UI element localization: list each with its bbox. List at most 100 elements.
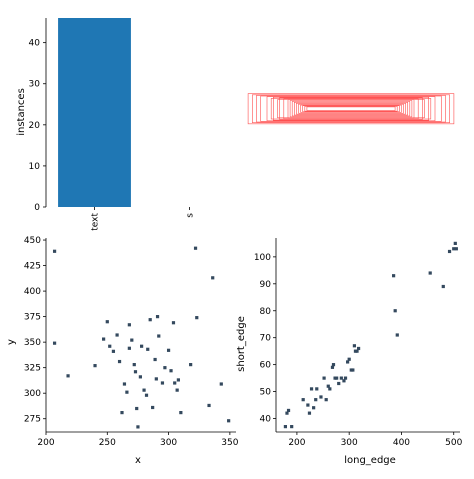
xy-scatter-point	[125, 390, 129, 394]
instances-bar-chart: 0 10 20 30 40 text s instances	[16, 18, 196, 231]
xy-scatter-point	[146, 347, 150, 351]
box-outline	[296, 102, 406, 115]
xy-scatter-y-label: y	[6, 339, 17, 345]
bar-chart-x-tick-label: text	[91, 213, 101, 231]
xy-scatter-point	[157, 334, 161, 338]
edge-scatter-x-tick-label: 500	[445, 438, 462, 448]
xy-scatter-x-tick-label: 200	[37, 438, 54, 448]
xy-scatter-y-tick-label: 350	[24, 338, 41, 348]
xy-scatter-point	[120, 411, 124, 415]
bar-text	[58, 18, 131, 207]
xy-scatter-point	[136, 425, 140, 429]
xy-scatter-point	[115, 333, 119, 337]
edge-scatter-point	[285, 411, 289, 415]
edge-scatter-y-tick-label: 70	[260, 334, 272, 344]
xy-scatter-point	[151, 405, 155, 410]
edge-scatter-point	[314, 398, 318, 402]
edge-scatter-point	[342, 379, 346, 383]
xy-scatter-y-tick-label: 450	[24, 236, 41, 246]
box-outline	[300, 104, 402, 113]
edge-scatter-point	[301, 398, 305, 402]
xy-scatter-point	[193, 246, 198, 250]
bar-chart-y-label: instances	[16, 88, 27, 136]
bar-chart-y-ticks: 0 10 20 30 40	[29, 39, 46, 213]
bar-chart-y-tick-label: 10	[29, 162, 41, 172]
bar-chart-y-tick-label: 0	[34, 203, 40, 213]
edge-scatter-point	[447, 249, 452, 254]
xy-scatter-x-tick-label: 300	[160, 438, 177, 448]
edge-scatter-y-ticks: 40 50 60 70 80 90 100	[254, 253, 276, 425]
xy-scatter-y-tick-label: 375	[24, 313, 41, 323]
bar-chart-y-tick-label: 30	[29, 80, 41, 90]
edge-scatter-point	[330, 365, 335, 369]
edge-scatter-point	[306, 403, 310, 407]
box-outline	[270, 98, 432, 120]
xy-scatter-y-tick-label: 300	[24, 389, 41, 399]
xy-scatter-point	[117, 359, 122, 364]
box-outline	[256, 95, 446, 123]
bar-chart-x-tick-label: s	[186, 213, 196, 218]
xy-scatter-point	[155, 315, 160, 319]
bar-chart-bars	[58, 18, 131, 207]
xy-scatter-point	[111, 349, 116, 353]
xy-scatter-x-tick-label: 250	[99, 438, 116, 448]
bar-chart-y-tick-label: 40	[29, 39, 41, 49]
edge-scatter-point	[441, 284, 445, 289]
edge-scatter-point	[355, 349, 359, 353]
xy-scatter-x-ticks: 200 250 300 350	[37, 432, 239, 448]
xy-scatter-point	[108, 344, 112, 348]
box-outline	[283, 98, 419, 119]
xy-scatter-point	[66, 374, 70, 378]
xy-scatter-point	[211, 276, 215, 280]
xy-scatter-point	[142, 388, 146, 392]
edge-scatter-point	[337, 381, 341, 386]
xy-scatter-y-tick-label: 325	[24, 364, 41, 374]
edge-scatter-point	[309, 387, 314, 391]
xy-scatter-point	[163, 366, 167, 370]
edge-scatter-point	[395, 333, 399, 337]
edge-scatter-point	[286, 408, 291, 413]
boxes-overlay-panel	[247, 93, 455, 125]
xy-scatter-point	[93, 364, 97, 368]
edge-scatter-x-tick-label: 300	[341, 438, 358, 448]
xy-scatter-point	[105, 320, 109, 324]
edge-scatter-point	[312, 406, 316, 410]
box-outline	[272, 96, 429, 121]
edge-scatter-point	[453, 241, 457, 245]
xy-scatter-point	[173, 381, 177, 385]
edge-scatter-y-tick-label: 90	[260, 280, 272, 290]
edge-scatter-point	[290, 425, 294, 429]
edge-scatter-point	[319, 395, 323, 399]
xy-scatter-point	[130, 338, 134, 342]
xy-scatter-point	[102, 337, 106, 341]
box-outline	[293, 102, 408, 116]
edge-scatter-point	[326, 384, 330, 388]
xy-scatter-point	[175, 388, 179, 392]
edge-scatter-y-tick-label: 50	[260, 388, 272, 398]
edge-scatter-point	[352, 344, 357, 348]
xy-scatter-y-tick-label: 275	[24, 415, 41, 425]
edge-scatter-x-ticks: 200 300 400 500	[288, 432, 463, 448]
xy-scatter-point	[148, 318, 152, 322]
xy-scatter-point	[52, 341, 57, 345]
xy-scatter-point	[133, 370, 138, 374]
edge-scatter-point	[393, 309, 397, 313]
box-outline	[252, 94, 450, 123]
edge-scatter-x-label: long_edge	[344, 455, 396, 466]
xy-scatter-point	[195, 316, 199, 320]
edge-scatter-point	[392, 274, 396, 278]
xy-scatter-point	[171, 321, 176, 325]
edge-scatter-point	[343, 376, 348, 380]
edge-scatter-points	[283, 241, 458, 429]
edge-scatter-plot: 200 300 400 500 40 50 60 70 80 90 100 long_edge s…	[236, 238, 463, 466]
edge-scatter-point	[452, 247, 456, 251]
edge-scatter-point	[328, 387, 332, 391]
edge-scatter-y-label: short_edge	[236, 316, 247, 372]
edge-scatter-point	[324, 398, 328, 402]
xy-scatter-point	[176, 378, 180, 382]
box-outline	[279, 97, 423, 120]
edge-scatter-point	[339, 376, 343, 380]
edge-scatter-y-tick-label: 40	[260, 415, 272, 425]
